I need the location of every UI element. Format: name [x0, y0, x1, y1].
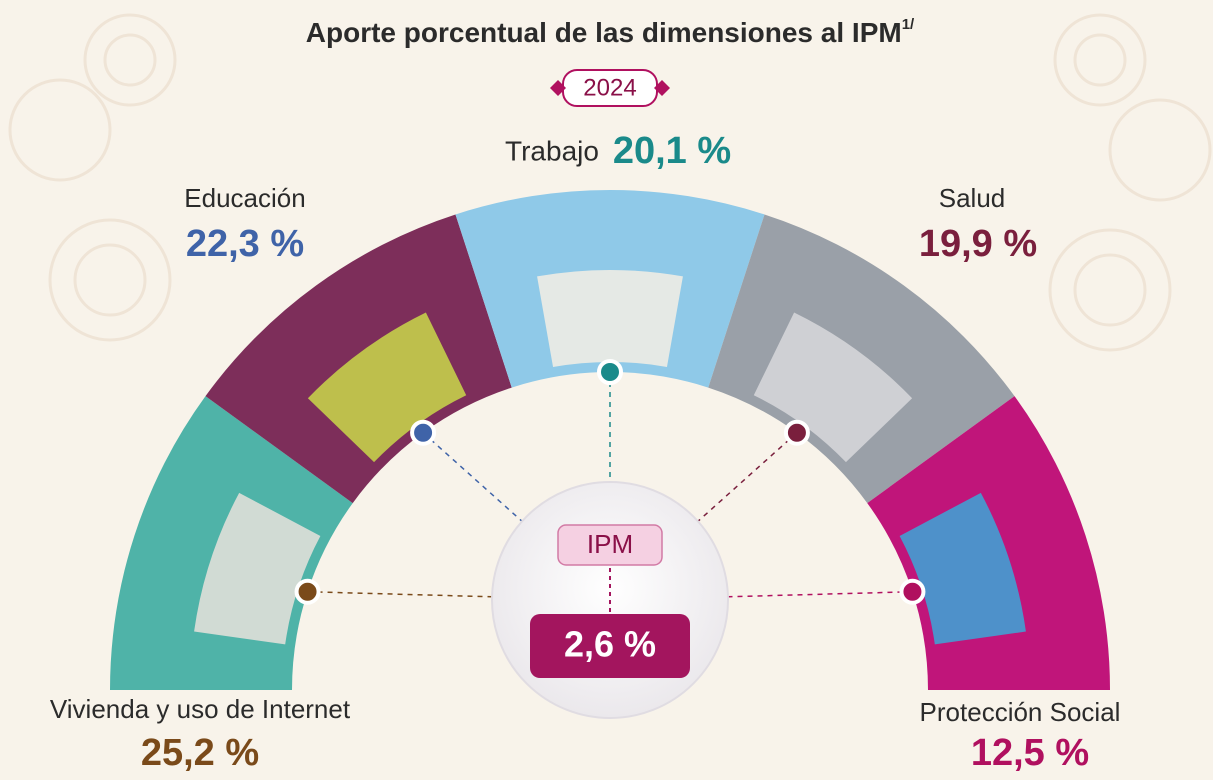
connector-dot: [412, 422, 434, 444]
connector-dot: [599, 361, 621, 383]
dimension-label: Protección Social: [920, 697, 1121, 727]
wedge-scene: [537, 270, 683, 367]
dimension-value: 25,2 %: [141, 732, 259, 774]
center-circle: IPM 2,6 %: [492, 482, 728, 718]
connector-dot: [297, 581, 319, 603]
dimension-label: Trabajo: [505, 135, 599, 166]
dimension-label: Salud: [939, 183, 1006, 213]
connector-dot: [786, 422, 808, 444]
year-badge: 2024: [550, 70, 670, 106]
dimension-value: 20,1 %: [613, 130, 731, 172]
year: 2024: [583, 74, 636, 101]
dimension-value: 19,9 %: [919, 223, 1037, 265]
title-note: 1/: [902, 16, 915, 33]
dimension-value: 22,3 %: [186, 223, 304, 265]
dimension-label: Educación: [184, 183, 305, 213]
dimension-label: Vivienda y uso de Internet: [50, 694, 351, 724]
title: Aporte porcentual de las dimensiones al …: [306, 16, 915, 48]
center-value: 2,6 %: [564, 624, 656, 665]
center-label: IPM: [587, 529, 633, 559]
dimension-value: 12,5 %: [971, 732, 1089, 774]
infographic: Aporte porcentual de las dimensiones al …: [0, 0, 1213, 780]
title-text: Aporte porcentual de las dimensiones al …: [306, 17, 902, 48]
connector-dot: [901, 581, 923, 603]
